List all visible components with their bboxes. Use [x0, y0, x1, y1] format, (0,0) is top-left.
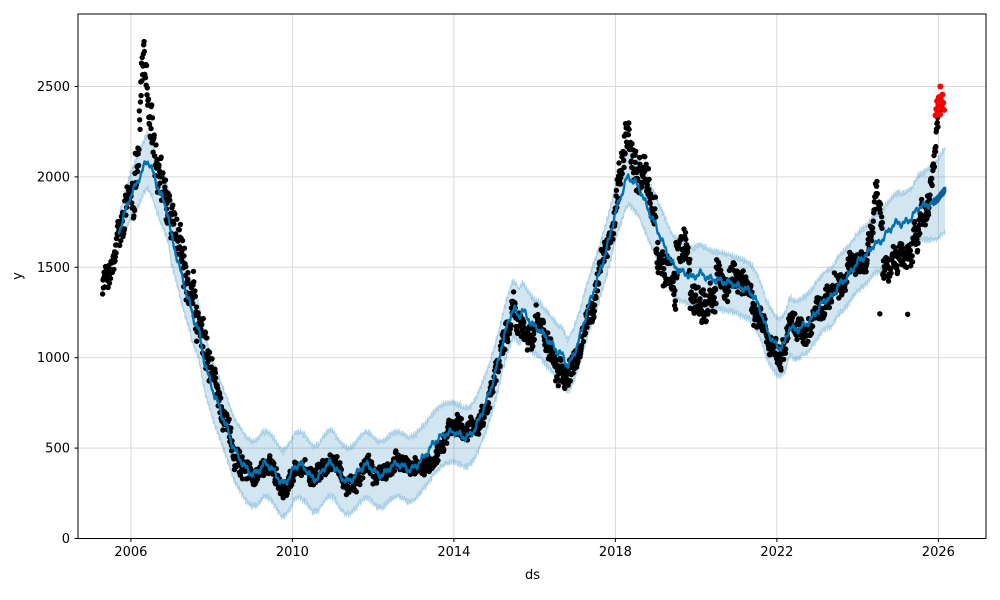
x-tick-label: 2018: [599, 545, 632, 560]
x-tick-label: 2026: [922, 545, 955, 560]
x-tick-label: 2006: [114, 545, 147, 560]
x-tick-label: 2010: [276, 545, 309, 560]
y-tick-labels: 0 500 1000 1500 2000 2500: [37, 80, 70, 547]
observations-scatter: [99, 38, 942, 501]
anomaly-points: [932, 83, 947, 119]
x-tick-label: 2022: [760, 545, 793, 560]
y-tick-label: 0: [62, 532, 70, 547]
axes-spines: [77, 13, 987, 539]
x-axis-label: ds: [525, 568, 540, 583]
y-tick-label: 2000: [37, 170, 70, 185]
y-tick-label: 2500: [37, 80, 70, 95]
forecast-recent-segment: [932, 186, 947, 207]
axis-ticks: [74, 86, 939, 542]
x-tick-labels: 2006 2010 2014 2018 2022 2026: [114, 545, 955, 560]
y-tick-label: 1000: [37, 351, 70, 366]
y-axis-label: y: [11, 272, 26, 280]
y-tick-label: 1500: [37, 261, 70, 276]
x-tick-label: 2014: [437, 545, 470, 560]
y-tick-label: 500: [45, 442, 70, 457]
forecast-line: [117, 160, 947, 486]
